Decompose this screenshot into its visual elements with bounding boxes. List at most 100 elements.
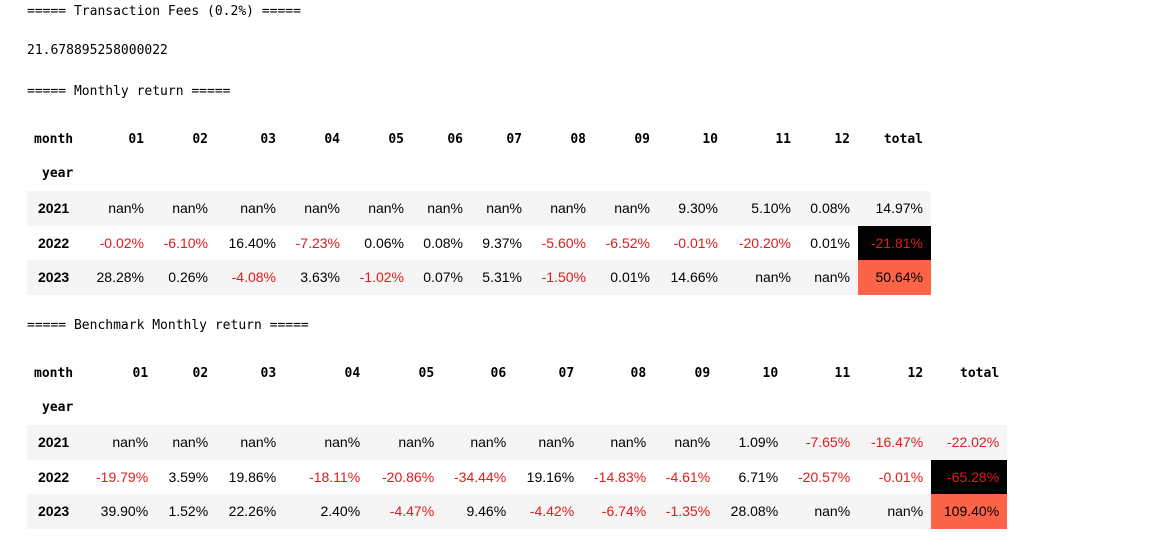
- cell-03: 19.86%: [228, 468, 277, 485]
- cell-12: 0.01%: [810, 234, 850, 251]
- column-header-11: 11: [834, 365, 851, 381]
- cell-10: 14.66%: [670, 269, 718, 286]
- cell-09: nan%: [614, 200, 650, 217]
- empty-header-cell: [156, 391, 216, 426]
- column-header-04: 04: [324, 131, 340, 147]
- cell-09: 0.01%: [610, 269, 650, 286]
- cell-total: 109.40%: [931, 494, 1008, 529]
- table-row: 2022 -0.02% -6.10% 16.40% -7.23% 0.06% 0.08% 9.…: [27, 225, 931, 260]
- cell-01: 28.28%: [96, 269, 144, 286]
- cell-10: 1.09%: [738, 434, 779, 451]
- cell-11: -20.20%: [738, 234, 791, 251]
- benchmark-monthly-header: ===== Benchmark Monthly return =====: [27, 318, 309, 333]
- cell-11: nan%: [755, 269, 791, 286]
- index-axis-label: year: [42, 400, 74, 416]
- cell-04: 3.63%: [300, 269, 340, 286]
- row-label-year: 2022: [38, 234, 70, 251]
- row-label-year: 2021: [38, 200, 70, 217]
- column-header-01: 01: [128, 131, 144, 147]
- benchmark-monthly-table: month 01 02 03 04 05 06 07 08 09 10 11 12 total year 2…: [27, 356, 1008, 529]
- table-row: 2021 nan% nan% nan% nan% nan% nan% nan% nan% nan%…: [27, 191, 931, 226]
- empty-header-cell: [582, 391, 654, 426]
- empty-header-cell: [471, 157, 530, 192]
- column-header-08: 08: [570, 131, 586, 147]
- cell-02: nan%: [172, 200, 208, 217]
- cell-03: nan%: [240, 200, 276, 217]
- empty-header-cell: [216, 391, 284, 426]
- column-header-05: 05: [418, 365, 435, 381]
- column-header-07: 07: [506, 131, 522, 147]
- cell-08: -6.74%: [601, 503, 647, 520]
- cell-07: 9.37%: [482, 234, 522, 251]
- cell-07: nan%: [538, 434, 575, 451]
- empty-header-cell: [284, 391, 368, 426]
- column-header-10: 10: [762, 365, 779, 381]
- cell-01: 39.90%: [100, 503, 149, 520]
- empty-header-cell: [442, 391, 514, 426]
- empty-header-cell: [530, 157, 594, 192]
- column-header-03: 03: [260, 365, 277, 381]
- cell-total: -21.81%: [858, 225, 931, 260]
- cell-04: nan%: [304, 200, 340, 217]
- cell-04: 2.40%: [320, 503, 361, 520]
- cell-07: 19.16%: [526, 468, 575, 485]
- cell-03: 22.26%: [228, 503, 277, 520]
- cell-total: 50.64%: [858, 260, 931, 295]
- cell-06: 0.07%: [423, 269, 463, 286]
- cell-06: nan%: [470, 434, 507, 451]
- row-label-year: 2023: [38, 269, 70, 286]
- cell-09: -6.52%: [605, 234, 650, 251]
- cell-01: nan%: [112, 434, 149, 451]
- cell-08: -5.60%: [541, 234, 586, 251]
- cell-03: 16.40%: [228, 234, 276, 251]
- column-header-08: 08: [630, 365, 647, 381]
- empty-header-cell: [858, 391, 931, 426]
- table-row: 2022 -19.79% 3.59% 19.86% -18.11% -20.86% -34.…: [27, 459, 1008, 494]
- cell-06: nan%: [427, 200, 463, 217]
- empty-header-cell: [368, 391, 442, 426]
- cell-06: 0.08%: [423, 234, 463, 251]
- cell-10: 28.08%: [730, 503, 779, 520]
- cell-11: nan%: [814, 503, 851, 520]
- fees-header: ===== Transaction Fees (0.2%) =====: [27, 4, 301, 19]
- row-label-year: 2023: [38, 503, 70, 520]
- cell-09: -1.35%: [665, 503, 711, 520]
- column-header-04: 04: [344, 365, 361, 381]
- empty-header-cell: [152, 157, 216, 192]
- fees-value: 21.678895258000022: [27, 43, 168, 58]
- cell-03: -4.08%: [231, 269, 276, 286]
- column-header-10: 10: [702, 131, 718, 147]
- cell-07: 5.31%: [482, 269, 522, 286]
- table-row: 2023 39.90% 1.52% 22.26% 2.40% -4.47% 9.46% -4.…: [27, 494, 1008, 529]
- column-header-06: 06: [447, 131, 463, 147]
- cell-02: 1.52%: [168, 503, 209, 520]
- empty-header-cell: [858, 157, 931, 192]
- table-row: 2021 nan% nan% nan% nan% nan% nan% nan% nan% nan%…: [27, 425, 1008, 460]
- column-header-03: 03: [260, 131, 276, 147]
- empty-header-cell: [799, 157, 858, 192]
- column-axis-label: month: [34, 131, 74, 147]
- column-header-total: total: [883, 131, 923, 147]
- cell-12: nan%: [887, 503, 924, 520]
- cell-05: nan%: [398, 434, 435, 451]
- column-header-09: 09: [694, 365, 711, 381]
- cell-01: -19.79%: [96, 468, 149, 485]
- cell-10: 6.71%: [738, 468, 779, 485]
- column-header-09: 09: [634, 131, 650, 147]
- empty-header-cell: [594, 157, 658, 192]
- column-header-06: 06: [490, 365, 507, 381]
- column-header-02: 02: [192, 365, 209, 381]
- row-label-year: 2022: [38, 468, 70, 485]
- cell-total: 14.97%: [875, 200, 923, 217]
- cell-total: -65.28%: [931, 459, 1008, 494]
- cell-07: nan%: [486, 200, 522, 217]
- column-header-total: total: [960, 365, 1000, 381]
- cell-10: -0.01%: [673, 234, 718, 251]
- column-header-12: 12: [834, 131, 850, 147]
- empty-header-cell: [412, 157, 471, 192]
- cell-05: -4.47%: [389, 503, 435, 520]
- cell-12: -0.01%: [878, 468, 924, 485]
- cell-08: nan%: [610, 434, 647, 451]
- row-label-year: 2021: [38, 434, 70, 451]
